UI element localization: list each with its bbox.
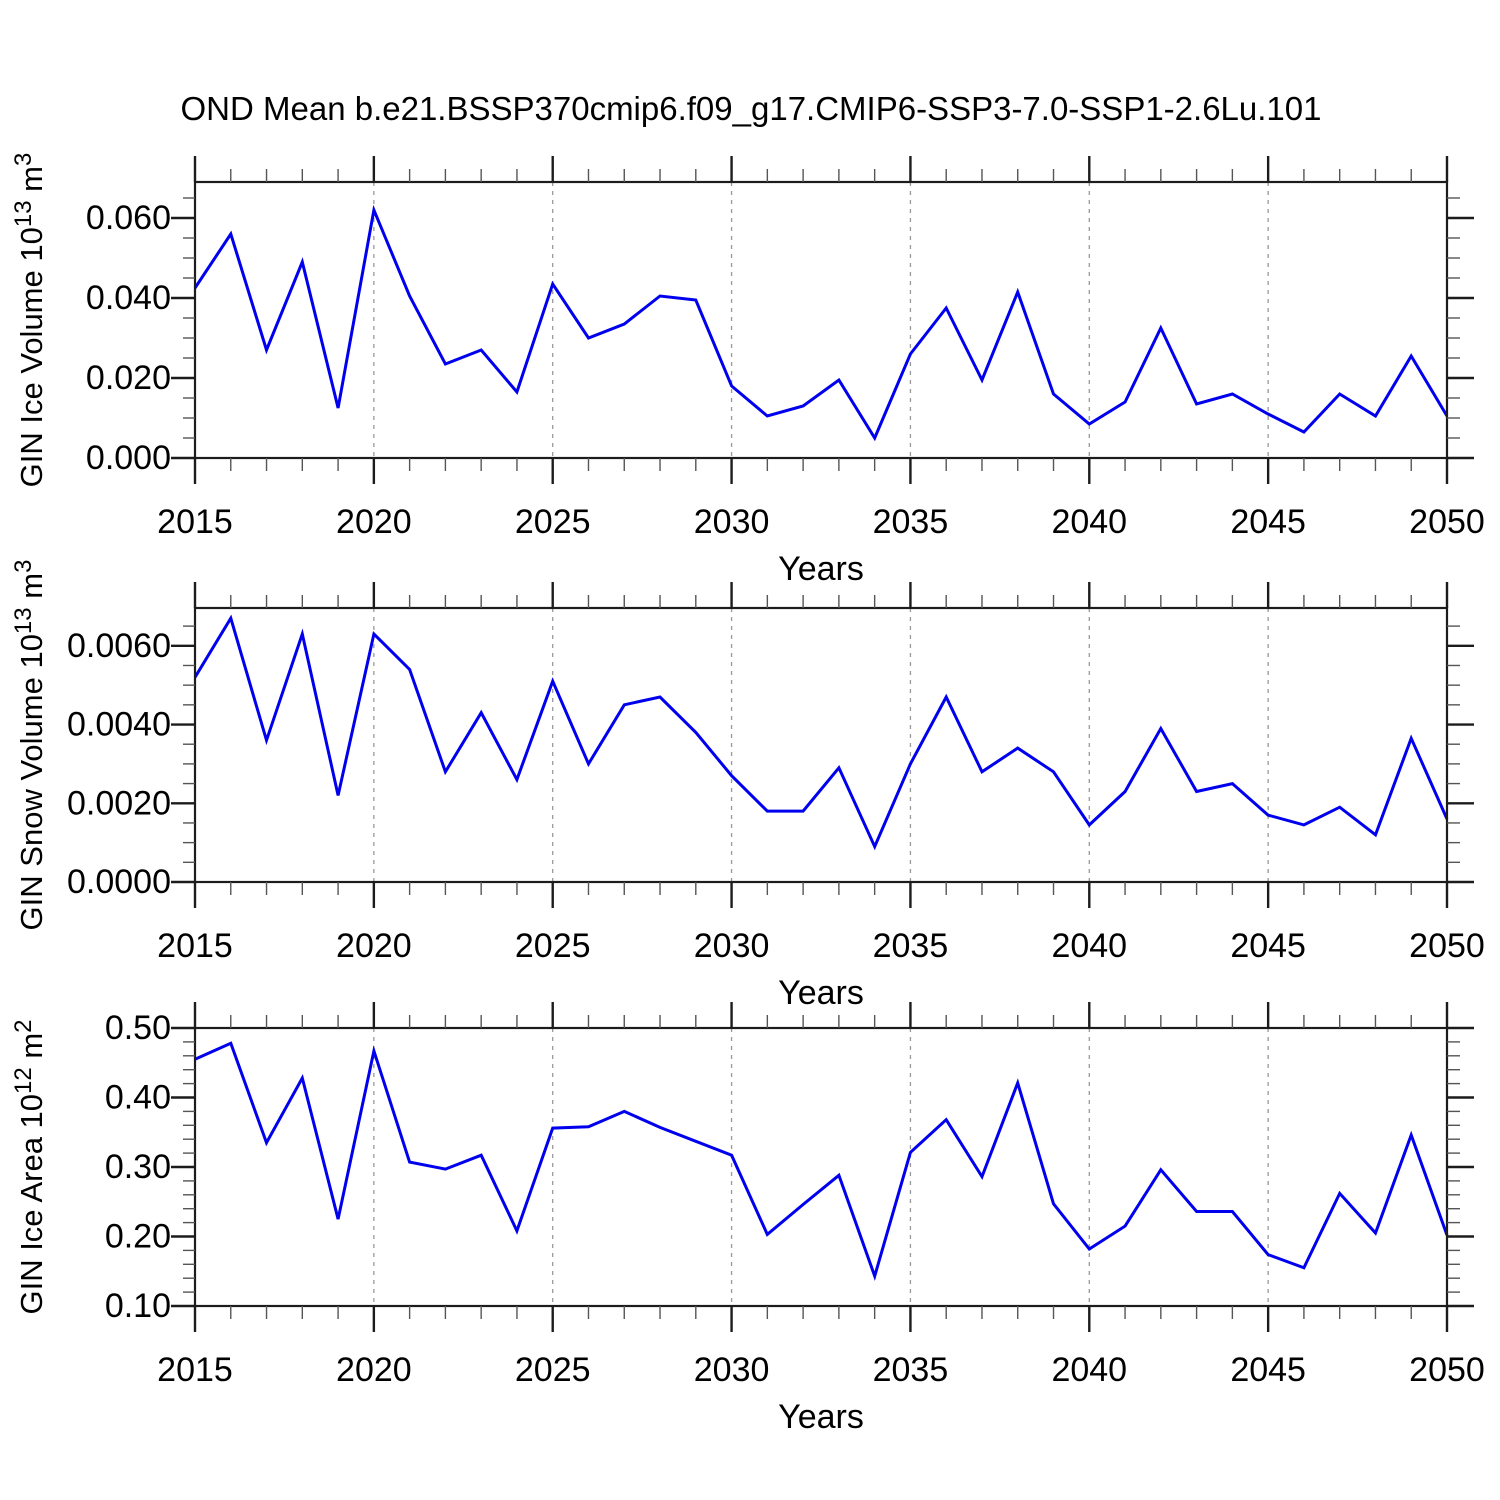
y-tick-label: 0.40	[105, 1079, 171, 1117]
y-axis-title-part: 3	[10, 153, 37, 166]
y-axis-title-part: m	[14, 1033, 49, 1067]
x-tick-label: 2040	[1051, 927, 1127, 965]
y-tick-label: 0.30	[105, 1148, 171, 1186]
y-tick-label: 0.0000	[67, 863, 171, 901]
x-axis-title: Years	[778, 1398, 864, 1436]
x-tick-label: 2035	[873, 1351, 949, 1389]
y-axis-title-part: m	[14, 166, 49, 200]
x-tick-label: 2015	[157, 503, 233, 541]
y-axis-title: GIN Ice Volume 1013 m3	[10, 153, 49, 488]
y-axis-title-part: 3	[10, 560, 37, 573]
x-tick-label: 2035	[873, 503, 949, 541]
figure-title: OND Mean b.e21.BSSP370cmip6.f09_g17.CMIP…	[181, 90, 1322, 127]
y-axis-title-part: 13	[10, 607, 37, 634]
data-line	[193, 204, 1449, 442]
charts-root: 2015 2020 2025 2030 2035 2040 2045 2050 0.000 0.0…	[10, 153, 1485, 1436]
x-tick-label: 2045	[1230, 927, 1306, 965]
x-tick-label: 2025	[515, 1351, 591, 1389]
data-line	[193, 614, 1449, 851]
x-tick-label: 2020	[336, 1351, 412, 1389]
y-tick-label: 0.20	[105, 1218, 171, 1256]
x-axis-title: Years	[778, 550, 864, 588]
x-tick-label: 2025	[515, 503, 591, 541]
x-tick-label: 2050	[1409, 1351, 1485, 1389]
x-tick-label: 2045	[1230, 503, 1306, 541]
y-tick-label: 0.000	[86, 439, 171, 477]
y-axis-title-part: 2	[10, 1019, 37, 1032]
plot-frame	[193, 180, 1449, 460]
x-tick-label: 2050	[1409, 927, 1485, 965]
x-tick-label: 2030	[694, 927, 770, 965]
y-axis-title-part: GIN Ice Area 10	[14, 1094, 49, 1315]
x-tick-label: 2025	[515, 927, 591, 965]
y-tick-label: 0.060	[86, 199, 171, 237]
y-axis-title-part: 13	[10, 200, 37, 227]
y-tick-label: 0.0020	[67, 784, 171, 822]
x-tick-label: 2040	[1051, 1351, 1127, 1389]
plot-frame	[193, 606, 1449, 884]
y-tick-label: 0.040	[86, 279, 171, 317]
y-axis-title-part: GIN Ice Volume 10	[14, 227, 49, 487]
x-axis-title: Years	[778, 974, 864, 1012]
y-tick-label: 0.0040	[67, 706, 171, 744]
x-tick-label: 2020	[336, 503, 412, 541]
x-tick-label: 2030	[694, 503, 770, 541]
y-axis-title-part: 12	[10, 1067, 37, 1094]
x-tick-label: 2015	[157, 1351, 233, 1389]
plot-frame	[193, 1026, 1449, 1308]
x-tick-label: 2050	[1409, 503, 1485, 541]
chart-3: 2015 2020 2025 2030 2035 2040 2045 2050 0.10 0.20…	[10, 1002, 1485, 1436]
x-tick-label: 2040	[1051, 503, 1127, 541]
x-tick-label: 2015	[157, 927, 233, 965]
y-axis-title: GIN Snow Volume 1013 m3	[10, 560, 49, 931]
x-tick-label: 2045	[1230, 1351, 1306, 1389]
x-tick-label: 2030	[694, 1351, 770, 1389]
y-tick-label: 0.0060	[67, 627, 171, 665]
y-tick-label: 0.020	[86, 359, 171, 397]
x-tick-label: 2035	[873, 927, 949, 965]
y-tick-label: 0.10	[105, 1287, 171, 1325]
y-axis-title-part: m	[14, 573, 49, 607]
data-line	[194, 1041, 1449, 1281]
y-tick-label: 0.50	[105, 1009, 171, 1047]
chart-1: 2015 2020 2025 2030 2035 2040 2045 2050 0.000 0.0…	[10, 153, 1485, 588]
chart-2: 2015 2020 2025 2030 2035 2040 2045 2050 0.0000 0.…	[10, 560, 1485, 1012]
y-axis-title-part: GIN Snow Volume 10	[14, 634, 49, 930]
x-tick-label: 2020	[336, 927, 412, 965]
y-axis-title: GIN Ice Area 1012 m2	[10, 1019, 49, 1314]
